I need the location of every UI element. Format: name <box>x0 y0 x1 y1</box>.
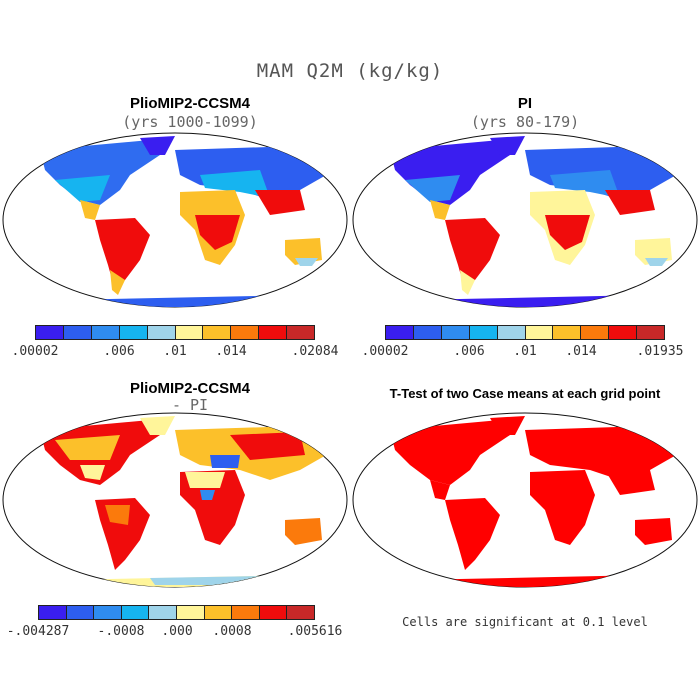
panel1-title: PlioMIP2-CCSM4 <box>129 95 250 112</box>
colorbar-swatch <box>287 325 316 340</box>
colorbar-swatch <box>119 325 148 340</box>
colorbar2-tick: .01 <box>513 344 537 359</box>
colorbar-swatch <box>147 325 176 340</box>
panel3-title: PlioMIP2-CCSM4 <box>129 380 250 397</box>
colorbar-difference <box>38 605 315 620</box>
map-pliomip2 <box>2 132 348 308</box>
colorbar-swatch <box>385 325 414 340</box>
colorbar1-tick: .02084 <box>291 344 339 359</box>
colorbar3-tick: -.0008 <box>97 624 145 639</box>
colorbar3-tick: .0008 <box>212 624 252 639</box>
colorbar2-tick: .014 <box>565 344 597 359</box>
colorbar-pi <box>385 325 666 340</box>
panel4-title: T-Test of two Case means at each grid po… <box>389 386 661 401</box>
colorbar2-tick: .01935 <box>636 344 684 359</box>
colorbar2-tick: .006 <box>453 344 485 359</box>
panel2-subtitle: (yrs 80-179) <box>470 113 580 131</box>
colorbar-swatch <box>525 325 554 340</box>
colorbar1-tick: .01 <box>163 344 187 359</box>
colorbar-swatch <box>203 325 232 340</box>
main-title: MAM Q2M (kg/kg) <box>256 60 444 82</box>
colorbar-swatch <box>149 605 177 620</box>
colorbar2-tick: .00002 <box>361 344 409 359</box>
colorbar-swatch <box>609 325 638 340</box>
colorbar1-tick: .00002 <box>11 344 59 359</box>
map-difference <box>2 412 348 588</box>
colorbar-swatch <box>204 605 233 620</box>
colorbar-swatch <box>121 605 150 620</box>
colorbar-swatch <box>259 325 288 340</box>
panel1-subtitle: (yrs 1000-1099) <box>122 113 258 131</box>
map-ttest <box>352 412 698 588</box>
colorbar-swatch <box>581 325 610 340</box>
colorbar1-tick: .006 <box>103 344 135 359</box>
colorbar-swatch <box>413 325 442 340</box>
map-pi <box>352 132 698 308</box>
colorbar-swatch <box>553 325 582 340</box>
colorbar1-tick: .014 <box>215 344 247 359</box>
colorbar-swatch <box>259 605 288 620</box>
colorbar-swatch <box>35 325 64 340</box>
colorbar3-tick: -.004287 <box>6 624 70 639</box>
colorbar3-tick: .000 <box>161 624 193 639</box>
significance-note: Cells are significant at 0.1 level <box>402 615 648 629</box>
colorbar-swatch <box>175 325 204 340</box>
colorbar-swatch <box>469 325 498 340</box>
colorbar-pliomip2 <box>35 325 316 340</box>
colorbar-swatch <box>637 325 666 340</box>
panel3-subtitle: - PI <box>171 396 209 414</box>
colorbar-swatch <box>176 605 205 620</box>
colorbar-swatch <box>441 325 470 340</box>
colorbar-swatch <box>91 325 120 340</box>
colorbar3-tick: .005616 <box>287 624 343 639</box>
colorbar-swatch <box>94 605 122 620</box>
colorbar-swatch <box>66 605 95 620</box>
colorbar-swatch <box>38 605 67 620</box>
colorbar-swatch <box>63 325 92 340</box>
colorbar-swatch <box>497 325 526 340</box>
colorbar-swatch <box>232 605 260 620</box>
colorbar-swatch <box>287 605 315 620</box>
colorbar-swatch <box>231 325 260 340</box>
panel2-title: PI <box>517 95 533 112</box>
